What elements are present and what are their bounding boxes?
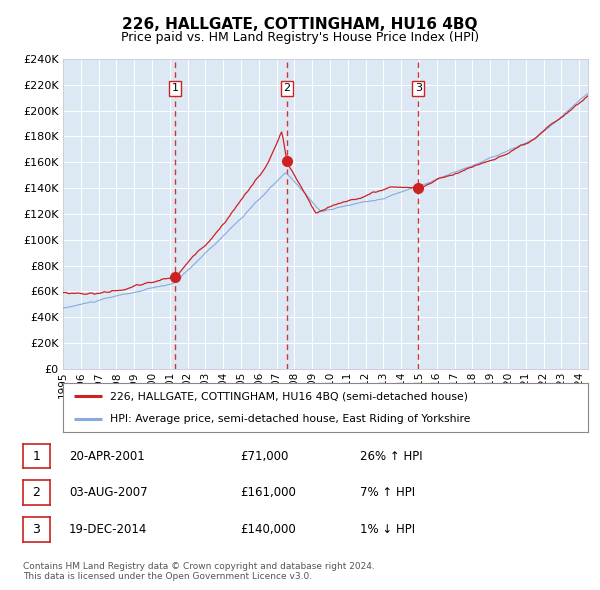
Text: 2: 2 — [32, 486, 40, 499]
Text: £161,000: £161,000 — [240, 486, 296, 499]
Text: 226, HALLGATE, COTTINGHAM, HU16 4BQ (semi-detached house): 226, HALLGATE, COTTINGHAM, HU16 4BQ (sem… — [110, 391, 468, 401]
Text: HPI: Average price, semi-detached house, East Riding of Yorkshire: HPI: Average price, semi-detached house,… — [110, 414, 471, 424]
Text: 3: 3 — [32, 523, 40, 536]
Text: 7% ↑ HPI: 7% ↑ HPI — [360, 486, 415, 499]
Text: £140,000: £140,000 — [240, 523, 296, 536]
Text: 2: 2 — [283, 83, 290, 93]
Text: £71,000: £71,000 — [240, 450, 289, 463]
Text: 19-DEC-2014: 19-DEC-2014 — [69, 523, 148, 536]
Text: Contains HM Land Registry data © Crown copyright and database right 2024.
This d: Contains HM Land Registry data © Crown c… — [23, 562, 374, 581]
Text: Price paid vs. HM Land Registry's House Price Index (HPI): Price paid vs. HM Land Registry's House … — [121, 31, 479, 44]
Text: 03-AUG-2007: 03-AUG-2007 — [69, 486, 148, 499]
Text: 20-APR-2001: 20-APR-2001 — [69, 450, 145, 463]
Text: 26% ↑ HPI: 26% ↑ HPI — [360, 450, 422, 463]
Text: 1% ↓ HPI: 1% ↓ HPI — [360, 523, 415, 536]
Text: 1: 1 — [172, 83, 179, 93]
Text: 1: 1 — [32, 450, 40, 463]
Text: 226, HALLGATE, COTTINGHAM, HU16 4BQ: 226, HALLGATE, COTTINGHAM, HU16 4BQ — [122, 17, 478, 31]
Text: 3: 3 — [415, 83, 422, 93]
